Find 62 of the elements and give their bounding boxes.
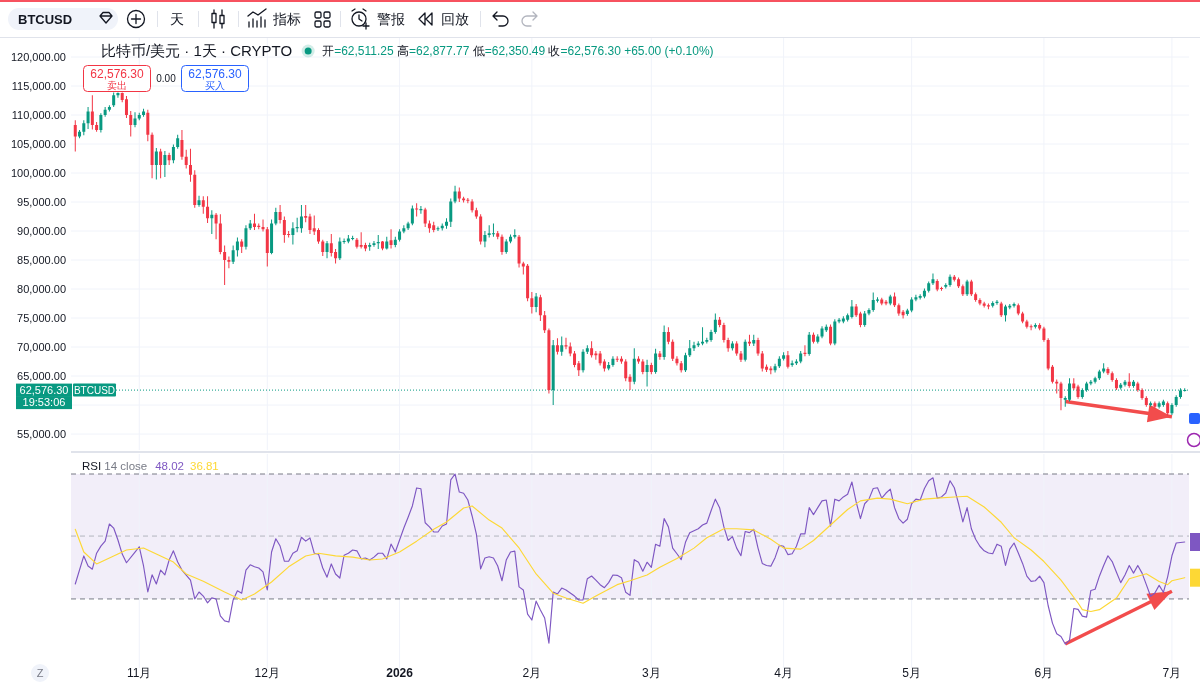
y-tick-label: 85,000.00 (17, 254, 66, 267)
text: 警报 (377, 11, 405, 27)
candlestick (376, 235, 380, 250)
y-tick-label: 70,000.00 (17, 341, 66, 354)
text: 指标 (272, 11, 301, 27)
x-tick-label: 7月 (1162, 666, 1182, 680)
x-tick-label: 6月 (1034, 666, 1054, 680)
annotation: 62,576.30 (90, 67, 145, 81)
x-tick-label: 3月 (641, 666, 661, 680)
x-tick-label: 5月 (902, 666, 921, 680)
candlestick (487, 225, 491, 238)
y-tick-label: 95,000.00 (17, 196, 66, 209)
chart-title: RSI 14 close (82, 460, 148, 472)
y-tick-label: 100,000.00 (10, 167, 66, 180)
text: 48.02 (155, 460, 184, 472)
y-tick-label: 90,000.00 (17, 225, 66, 238)
candlestick (419, 206, 423, 214)
candlestick (1012, 302, 1016, 308)
x-tick-label: 4月 (774, 666, 793, 680)
x-tick-label: 12月 (254, 666, 280, 680)
candlestick (705, 337, 709, 344)
annotation: 62,576.30 (188, 67, 243, 81)
y-tick-label: 110,000.00 (11, 109, 66, 122)
candlestick (1149, 401, 1153, 407)
y-tick-label: 75,000.00 (17, 312, 66, 325)
annotation: 卖出 (107, 80, 127, 91)
candlestick (513, 229, 517, 239)
text: 开=62,511.25 高=62,877.77 低=62,350.49 收=62,576.30 +65.00 (+0.10%) (322, 44, 714, 58)
ref-line-label: 62,576.30 (19, 384, 69, 397)
text: 19:53:06 (22, 396, 66, 409)
chart-title: 比特币/美元 · 1天 · CRYPTO (101, 42, 293, 59)
candlestick (837, 318, 841, 324)
text: 回放 (441, 11, 469, 27)
y-tick-label: 105,000.00 (10, 138, 66, 151)
candlestick (415, 203, 419, 217)
text: BTCUSD (18, 12, 73, 27)
candlestick (368, 242, 372, 251)
candlestick (359, 232, 363, 249)
candlestick (884, 300, 888, 306)
y-tick-label: 120,000.00 (10, 51, 66, 64)
candlestick (1089, 380, 1093, 386)
text: 36.81 (189, 460, 219, 472)
annotation: BTCUSD (73, 385, 116, 397)
candlestick (747, 334, 751, 346)
candlestick (752, 334, 756, 346)
x-tick-label: 2月 (522, 666, 542, 680)
x-tick-label: 2026 (386, 666, 414, 680)
text: 天 (170, 11, 184, 27)
y-tick-label: 65,000.00 (17, 370, 66, 383)
y-tick-label: 80,000.00 (17, 283, 66, 296)
y-tick-label: 55,000.00 (17, 428, 66, 441)
candlestick (944, 283, 948, 289)
candlestick (701, 327, 705, 346)
annotation: 0.00 (156, 73, 177, 84)
annotation: 买入 (205, 80, 225, 91)
candlestick (491, 223, 495, 237)
candlestick (372, 240, 376, 247)
x-tick-label: 11月 (127, 666, 152, 680)
candlestick (1033, 323, 1037, 329)
y-tick-label: 115,000.00 (11, 80, 66, 93)
text: Z (36, 667, 44, 679)
candlestick (790, 360, 794, 367)
